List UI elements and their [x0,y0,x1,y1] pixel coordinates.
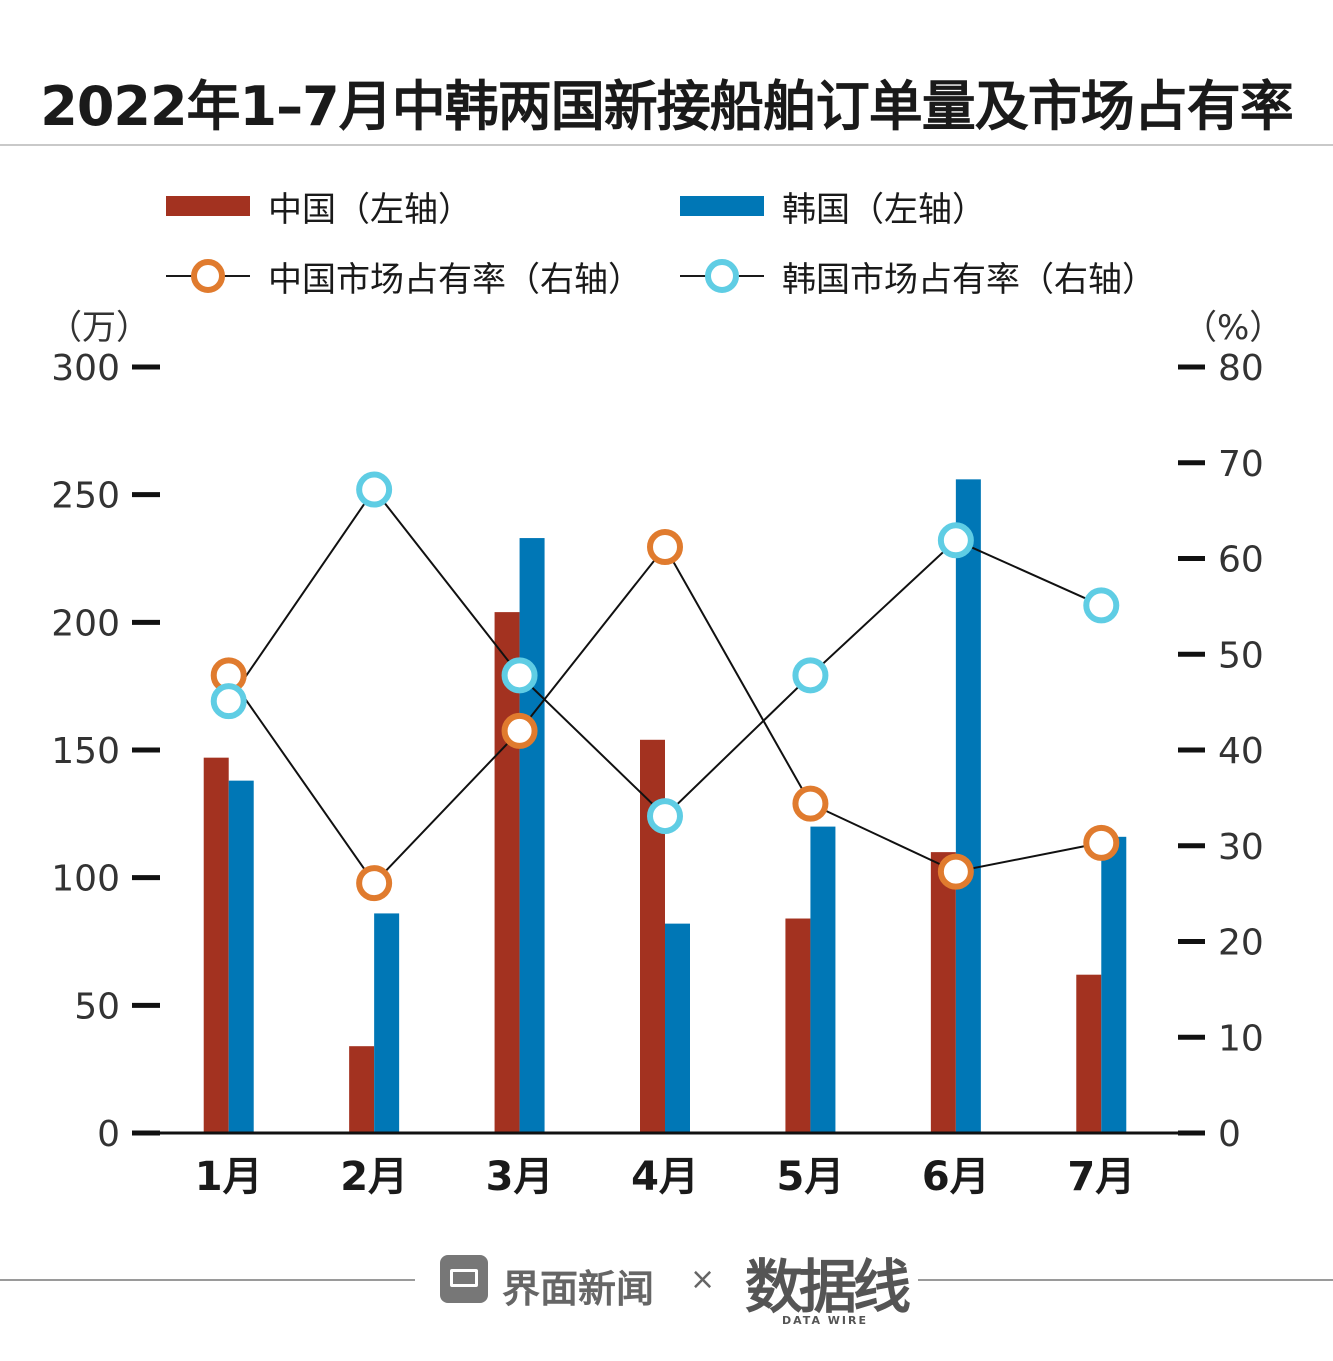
point-china-share [1083,824,1120,861]
left-axis-tick-label: 300 [51,348,120,389]
left-axis-tick-label: 200 [51,603,120,644]
legend-china-line-swatch [166,259,250,293]
bar-korea [955,479,981,1133]
right-axis-tick-label: 50 [1218,635,1264,676]
legend-china-bar-swatch [166,196,250,216]
left-axis-tick-label: 250 [51,476,120,517]
left-axis-tick-label: 0 [97,1114,120,1155]
point-korea-share [647,798,683,835]
chart-title: 2022年1–7月中韩两国新接船舶订单量及市场占有率 [40,75,1293,138]
footer-rule-left [0,1279,415,1281]
partner-logo-sub: DATA WIRE [782,1314,868,1327]
right-axis-tick-label: 70 [1218,444,1264,485]
bar-china [494,612,520,1133]
left-axis-unit: （万） [48,308,150,348]
bar-korea [519,538,545,1133]
right-axis-tick-label: 40 [1218,731,1264,772]
x-axis-category-label: 6月 [922,1154,990,1200]
x-axis-category-label: 5月 [777,1154,845,1200]
point-korea-share [792,657,829,694]
left-axis-tick-label: 100 [51,859,120,900]
point-korea-share [937,522,974,559]
bar-korea [810,826,836,1133]
partner-logo: 数据线 [745,1253,911,1321]
x-axis-category-label: 1月 [195,1154,263,1200]
left-axis-tick-label: 150 [51,731,120,772]
left-axis-tick-label: 50 [74,986,120,1027]
legend-korea-line: 韩国市场占有率（右轴） [680,246,1156,306]
right-axis-unit: （%） [1183,308,1284,348]
point-korea-share [210,683,247,720]
point-korea-share [501,657,538,694]
bar-china [930,852,956,1133]
right-axis-tick-label: 80 [1218,348,1264,389]
bar-china [1076,974,1102,1133]
legend-korea-bar: 韩国（左轴） [680,176,986,236]
chart-canvas: 0 50 100 150 200 250 300 0 10 20 30 40 50 60 70 80 1月 2月 3… [51,348,1264,1200]
x-axis-category-label: 3月 [486,1154,554,1200]
point-korea-share [1083,587,1120,624]
bar-korea [1101,836,1127,1133]
legend-korea-bar-swatch [680,196,764,216]
brand-logo-icon [440,1255,488,1303]
brand-name: 界面新闻 [502,1267,655,1311]
legend-china-line: 中国市场占有率（右轴） [166,246,642,306]
legend-korea-bar-label: 韩国（左轴） [782,189,986,230]
legend-korea-line-swatch [680,259,764,293]
collab-times: × [690,1262,716,1297]
x-axis-category-label: 4月 [631,1154,699,1200]
point-china-share [647,529,683,566]
legend-china-line-label: 中国市场占有率（右轴） [268,259,642,300]
legend-china-bar: 中国（左轴） [166,176,472,236]
bar-korea [374,913,400,1133]
point-china-share [356,865,393,902]
right-axis-tick-label: 60 [1218,540,1264,581]
bar-china [785,918,811,1133]
right-axis-tick-label: 10 [1218,1018,1264,1059]
legend-china-bar-label: 中国（左轴） [268,189,472,230]
right-axis-tick-label: 0 [1218,1114,1241,1155]
footer-rule-right [918,1279,1333,1281]
title-divider [0,144,1333,146]
point-china-share [937,853,974,890]
bar-china [203,757,229,1133]
x-axis-category-label: 2月 [340,1154,408,1200]
bar-korea [228,780,254,1133]
right-axis-tick-label: 30 [1218,827,1264,868]
point-china-share [792,785,829,822]
bar-korea [665,923,690,1133]
point-china-share [501,712,538,749]
footer: 界面新闻 × 数据线 DATA WIRE [0,1252,1333,1332]
x-axis-category-label: 7月 [1067,1154,1135,1200]
legend-korea-line-label: 韩国市场占有率（右轴） [782,259,1156,300]
point-korea-share [356,471,393,508]
bar-china [349,1046,375,1133]
right-axis-tick-label: 20 [1218,923,1264,964]
